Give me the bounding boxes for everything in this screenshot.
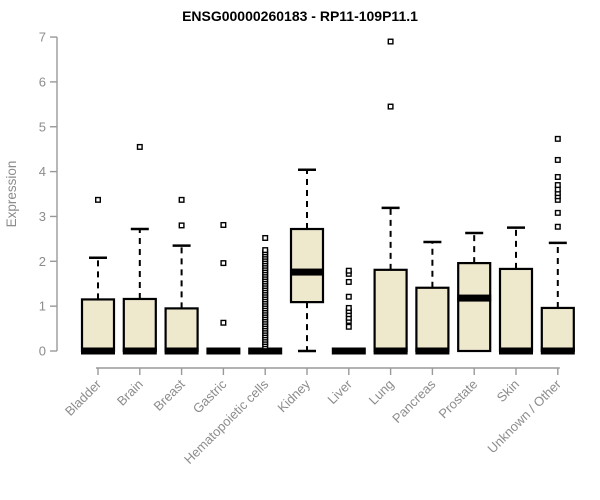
- y-tick-label: 6: [39, 74, 46, 89]
- y-tick-label: 3: [39, 209, 46, 224]
- y-tick-label: 5: [39, 119, 46, 134]
- outlier-point: [178, 196, 185, 203]
- boxplot-gastric: [206, 221, 241, 355]
- outlier-point: [345, 304, 352, 311]
- boxplot-kidney: [289, 168, 325, 353]
- x-tick-label-pancreas: Pancreas: [389, 376, 439, 426]
- boxplot-prostate: [457, 231, 492, 353]
- outlier-point: [554, 182, 561, 189]
- median-bar: [290, 268, 324, 276]
- boxplot-pancreas: [415, 240, 450, 355]
- y-tick-label: 0: [39, 344, 46, 359]
- x-tick-label-breast: Breast: [151, 376, 188, 413]
- box: [289, 227, 325, 304]
- median-bar: [122, 347, 157, 355]
- boxplot-brain: [122, 143, 157, 355]
- median-bar: [331, 347, 366, 355]
- x-tick-label-skin: Skin: [494, 377, 522, 405]
- box: [80, 298, 116, 353]
- outlier-point: [220, 260, 227, 267]
- box: [122, 297, 157, 353]
- box: [373, 268, 408, 353]
- outlier-point: [554, 156, 561, 163]
- x-tick-label-kidney: Kidney: [274, 376, 313, 415]
- median-bar: [415, 347, 450, 355]
- outlier-point: [94, 196, 101, 203]
- median-bar: [248, 347, 283, 355]
- box: [457, 261, 492, 353]
- boxplot-lung: [373, 38, 408, 355]
- box: [164, 307, 199, 353]
- outlier-point: [387, 103, 394, 110]
- x-tick-label-gastric: Gastric: [190, 376, 230, 416]
- x-tick-label-liver: Liver: [324, 376, 355, 407]
- outlier-point: [345, 278, 352, 285]
- chart-title: ENSG00000260183 - RP11-109P11.1: [182, 8, 418, 24]
- y-tick-label: 4: [39, 164, 46, 179]
- x-tick-label-bladder: Bladder: [62, 376, 105, 419]
- boxplot-liver: [331, 267, 366, 355]
- y-tick-label: 7: [39, 30, 46, 45]
- outlier-point: [345, 293, 352, 300]
- outlier-point: [262, 234, 269, 241]
- outlier-point: [220, 319, 227, 326]
- median-bar: [499, 347, 533, 355]
- y-axis-label: Expression: [4, 161, 19, 228]
- box: [498, 267, 534, 353]
- x-tick-label-brain: Brain: [114, 377, 146, 409]
- outlier-point: [345, 267, 352, 274]
- x-tick-label-prostate: Prostate: [435, 377, 480, 422]
- outlier-point: [345, 323, 352, 330]
- outlier-point: [178, 222, 185, 229]
- y-tick-label: 1: [39, 299, 46, 314]
- boxplot-skin: [498, 226, 534, 355]
- y-tick-label: 2: [39, 254, 46, 269]
- boxplot-breast: [164, 196, 199, 355]
- outlier-point: [554, 135, 561, 142]
- outlier-point: [554, 173, 561, 180]
- median-bar: [164, 347, 199, 355]
- median-bar: [81, 347, 115, 355]
- y-axis: 0 1 2 3 4 5 6 7: [39, 30, 58, 359]
- outlier-point: [554, 209, 561, 216]
- outlier-point: [387, 38, 394, 45]
- median-bar: [373, 347, 408, 355]
- median-bar: [206, 347, 241, 355]
- outlier-point: [136, 143, 143, 150]
- boxplot-unknown-other: [540, 135, 575, 355]
- outlier-point: [554, 223, 561, 230]
- median-bar: [457, 294, 492, 302]
- boxplot-bladder: [80, 196, 116, 355]
- x-tick-label-unknown-other: Unknown / Other: [484, 376, 564, 456]
- box: [540, 306, 575, 353]
- outlier-point: [220, 221, 227, 228]
- boxplot-hematopoietic-cells: [248, 234, 283, 355]
- box: [415, 286, 450, 353]
- median-bar: [540, 347, 575, 355]
- x-tick-label-lung: Lung: [366, 377, 397, 408]
- outlier-point: [262, 247, 269, 254]
